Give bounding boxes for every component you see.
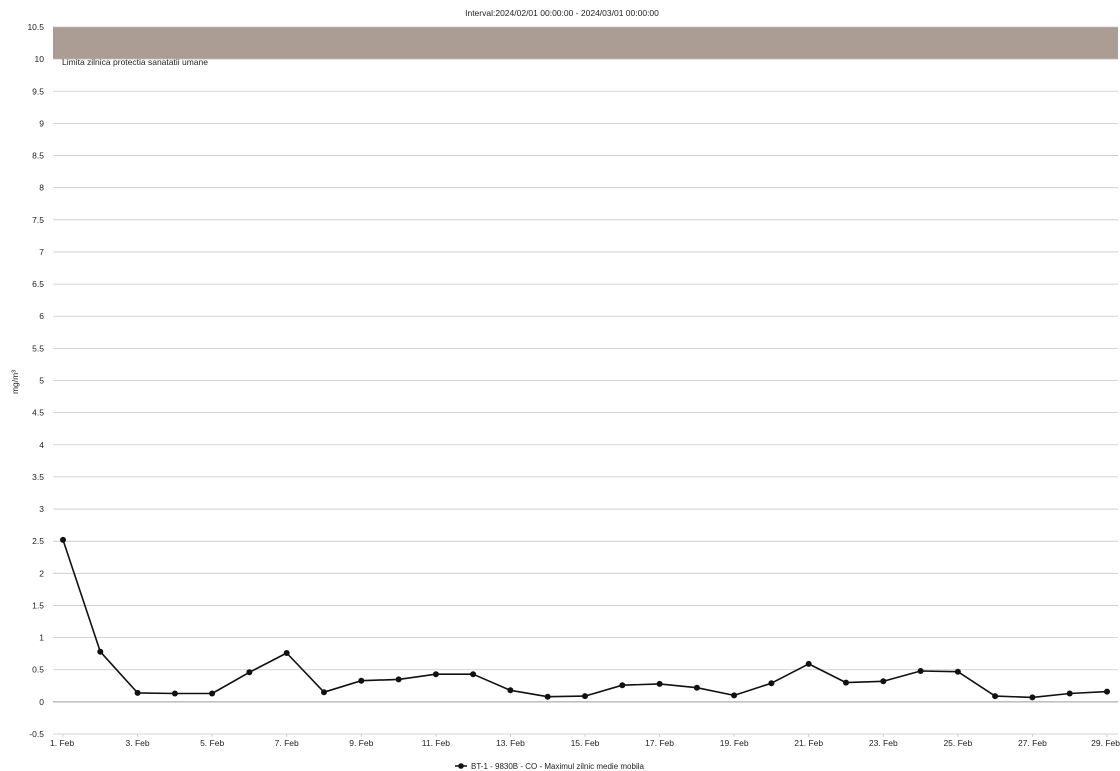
y-tick-label: 7.5 bbox=[32, 215, 44, 225]
y-tick-label: 1.5 bbox=[32, 600, 44, 610]
y-tick-label: 8.5 bbox=[32, 151, 44, 161]
y-tick-label: 4 bbox=[39, 440, 44, 450]
series-line bbox=[62, 539, 1108, 699]
x-tick-label: 15. Feb bbox=[571, 738, 600, 748]
grid-layer bbox=[53, 26, 1118, 735]
y-axis-label: mg/m³ bbox=[10, 370, 20, 394]
data-point[interactable] bbox=[619, 682, 626, 689]
threshold-band bbox=[53, 27, 1118, 60]
threshold-band-layer bbox=[53, 27, 1118, 60]
legend-series-label: BT-1 - 9830B - CO - Maximul zilnic medie… bbox=[471, 762, 644, 771]
data-point[interactable] bbox=[1066, 690, 1073, 697]
data-point[interactable] bbox=[880, 678, 887, 685]
data-point[interactable] bbox=[843, 679, 849, 686]
x-tick-labels: 1. Feb 3. Feb 5. Feb 7. Feb 9. Feb 11. Feb 13.… bbox=[50, 734, 1120, 748]
y-tick-label: 3 bbox=[39, 504, 44, 514]
legend-marker-symbol bbox=[458, 763, 464, 769]
y-tick-label: 10.5 bbox=[27, 22, 44, 32]
x-tick-label: 21. Feb bbox=[794, 738, 823, 748]
x-tick-label: 9. Feb bbox=[349, 738, 373, 748]
data-point[interactable] bbox=[358, 677, 365, 684]
x-tick-label: 7. Feb bbox=[275, 738, 299, 748]
x-tick-label: 1. Feb bbox=[50, 738, 74, 748]
x-tick-label: 23. Feb bbox=[869, 738, 898, 748]
x-tick-label: 27. Feb bbox=[1018, 738, 1047, 748]
y-tick-label: 9 bbox=[39, 118, 44, 128]
y-tick-label: 4.5 bbox=[32, 408, 44, 418]
y-tick-label: 7 bbox=[39, 247, 44, 257]
y-tick-label: 2.5 bbox=[32, 536, 44, 546]
x-tick-label: 25. Feb bbox=[943, 738, 972, 748]
y-tick-label: 6 bbox=[39, 311, 44, 321]
x-tick-label: 3. Feb bbox=[126, 738, 150, 748]
data-point[interactable] bbox=[470, 671, 477, 678]
data-point[interactable] bbox=[992, 693, 999, 700]
data-point[interactable] bbox=[582, 693, 588, 700]
y-tick-label: 8 bbox=[39, 183, 44, 193]
data-point[interactable] bbox=[97, 648, 104, 655]
data-point[interactable] bbox=[805, 660, 812, 667]
data-point[interactable] bbox=[768, 680, 775, 687]
y-tick-labels: -0.5 0 0.5 1 1.5 2 2.5 3 3.5 4 4.5 5 5.5 6 6.5 7 7.5 8 8.5… bbox=[27, 22, 44, 739]
legend[interactable]: BT-1 - 9830B - CO - Maximul zilnic medie… bbox=[455, 762, 644, 771]
data-point[interactable] bbox=[954, 668, 961, 675]
data-point[interactable] bbox=[209, 690, 216, 697]
data-point[interactable] bbox=[321, 689, 327, 696]
y-tick-label: 2 bbox=[39, 568, 44, 578]
x-tick-label: 13. Feb bbox=[496, 738, 525, 748]
y-tick-label: 5 bbox=[39, 376, 44, 386]
y-tick-label: 3.5 bbox=[32, 472, 44, 482]
y-tick-label: 9.5 bbox=[32, 86, 44, 96]
y-tick-label: -0.5 bbox=[29, 729, 44, 739]
y-tick-label: 5.5 bbox=[32, 343, 44, 353]
y-tick-label: 0.5 bbox=[32, 665, 44, 675]
chart-title: Interval:2024/02/01 00:00:00 - 2024/03/0… bbox=[465, 8, 659, 18]
x-tick-label: 11. Feb bbox=[422, 738, 450, 748]
data-point[interactable] bbox=[731, 692, 738, 699]
data-point[interactable] bbox=[134, 689, 141, 696]
data-point[interactable] bbox=[1029, 694, 1036, 701]
data-point[interactable] bbox=[171, 690, 178, 697]
x-tick-label: 29. Feb bbox=[1091, 738, 1120, 748]
y-tick-label: 10 bbox=[35, 54, 45, 64]
data-point[interactable] bbox=[432, 671, 439, 678]
threshold-band-label: Limita zilnica protectia sanatatii umane bbox=[62, 57, 208, 67]
series-layer bbox=[60, 536, 1110, 701]
y-tick-label: 0 bbox=[39, 697, 44, 707]
data-point[interactable] bbox=[395, 676, 402, 683]
x-tick-label: 17. Feb bbox=[645, 738, 674, 748]
data-point[interactable] bbox=[544, 693, 551, 700]
data-point[interactable] bbox=[693, 684, 700, 691]
y-tick-label: 1 bbox=[39, 633, 44, 643]
data-point[interactable] bbox=[507, 687, 514, 694]
x-tick-label: 5. Feb bbox=[200, 738, 224, 748]
data-point[interactable] bbox=[246, 669, 253, 676]
data-point[interactable] bbox=[656, 680, 663, 687]
data-point[interactable] bbox=[917, 668, 924, 674]
x-tick-label: 19. Feb bbox=[720, 738, 749, 748]
data-point[interactable] bbox=[60, 536, 66, 543]
y-tick-label: 6.5 bbox=[32, 279, 44, 289]
data-point[interactable] bbox=[283, 650, 290, 656]
data-point[interactable] bbox=[1104, 688, 1110, 695]
